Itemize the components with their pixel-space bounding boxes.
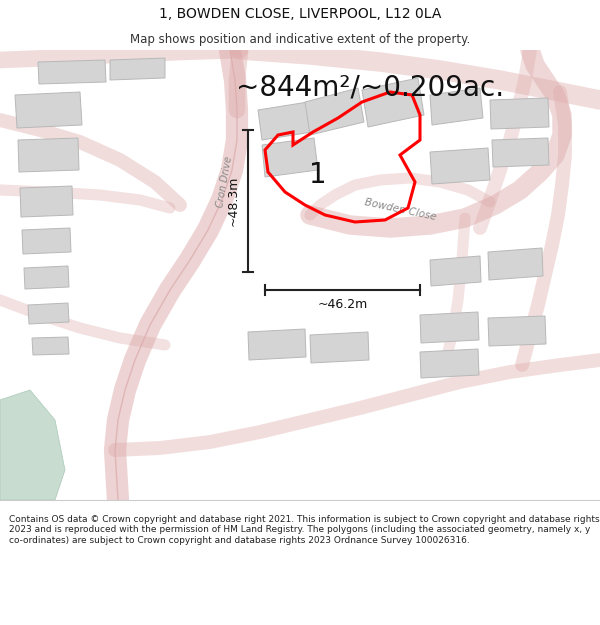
Polygon shape (420, 349, 479, 378)
Polygon shape (305, 88, 364, 135)
Text: 1: 1 (309, 161, 327, 189)
Text: Bowden Close: Bowden Close (363, 198, 437, 222)
Polygon shape (262, 138, 318, 177)
Text: Map shows position and indicative extent of the property.: Map shows position and indicative extent… (130, 32, 470, 46)
Text: Cron Drive: Cron Drive (215, 156, 235, 209)
Polygon shape (110, 58, 165, 80)
Polygon shape (24, 266, 69, 289)
Polygon shape (310, 332, 369, 363)
Polygon shape (420, 312, 479, 343)
Polygon shape (20, 186, 73, 217)
Polygon shape (362, 78, 424, 127)
Text: ~844m²/~0.209ac.: ~844m²/~0.209ac. (236, 74, 504, 102)
Polygon shape (258, 102, 312, 140)
Polygon shape (430, 256, 481, 286)
Polygon shape (490, 98, 549, 129)
Text: ~48.3m: ~48.3m (227, 176, 240, 226)
Polygon shape (28, 303, 69, 324)
Polygon shape (488, 248, 543, 280)
Polygon shape (248, 329, 306, 360)
Text: Contains OS data © Crown copyright and database right 2021. This information is : Contains OS data © Crown copyright and d… (9, 515, 599, 545)
Polygon shape (488, 316, 546, 346)
Polygon shape (22, 228, 71, 254)
Polygon shape (32, 337, 69, 355)
Polygon shape (492, 138, 549, 167)
Text: ~46.2m: ~46.2m (317, 298, 368, 311)
Polygon shape (15, 92, 82, 128)
Polygon shape (0, 390, 65, 500)
Polygon shape (18, 138, 79, 172)
Polygon shape (430, 88, 483, 125)
Polygon shape (38, 60, 106, 84)
Text: 1, BOWDEN CLOSE, LIVERPOOL, L12 0LA: 1, BOWDEN CLOSE, LIVERPOOL, L12 0LA (159, 7, 441, 21)
Polygon shape (430, 148, 490, 184)
